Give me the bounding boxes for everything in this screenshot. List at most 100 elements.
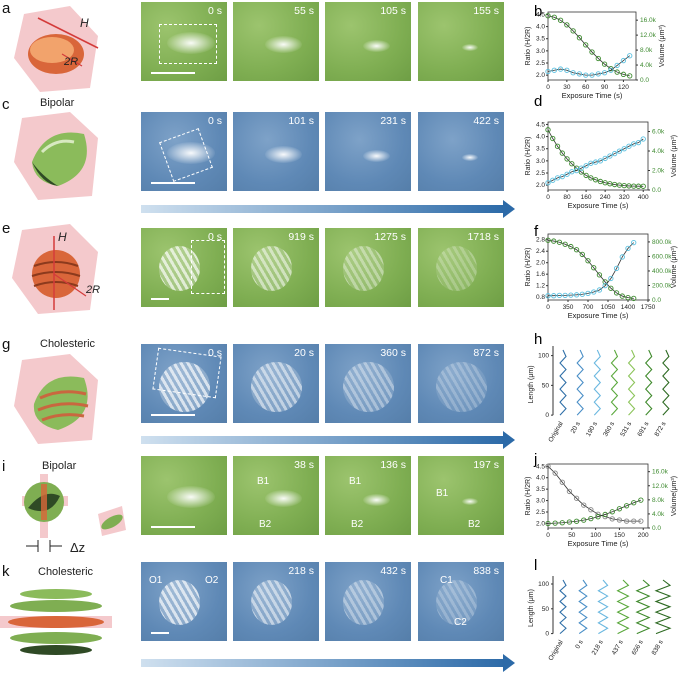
chart-j: j 0 50 100 150 200 2.0 2.5 3.0 3.5 4.0 4.5 0.0 4.0k 8.… [525,451,678,548]
data-point [573,167,580,174]
droplet [167,486,215,508]
y2-tick-label: 0.0 [652,525,661,532]
y-tick-label: 0 [545,631,549,638]
title-i: Bipolar [42,460,77,472]
data-point [566,519,573,525]
profile-label: 0 s [574,638,585,650]
timestamp: 872 s [473,347,499,359]
title-c: Bipolar [40,97,75,109]
data-point [557,66,564,72]
data-point [564,67,570,73]
data-point [552,520,558,526]
data-point [602,283,608,289]
data-point [551,67,557,73]
timestamp: 0 s [207,5,222,17]
y-tick-label: 2.5 [536,170,545,177]
data-point [591,289,597,295]
y2-tick-label: 6.0k [652,129,665,136]
y2-tick-label: 0.0 [652,297,661,304]
tile-c-1: 101 s [233,112,319,191]
tag-b1: B1 [257,476,270,487]
data-point [620,71,627,77]
y2-tick-label: 4.0k [640,62,653,69]
droplet [251,580,293,625]
x-tick-label: 0 [546,304,550,311]
data-point [551,293,557,299]
y2-tick-label: 4.0k [652,148,665,155]
x-tick-label: 80 [563,194,571,201]
y-tick-label: 100 [538,353,549,360]
droplet [363,150,390,163]
y-tick-label: 2.5 [536,60,545,67]
data-point [619,293,625,299]
panel-label-c: c [2,96,10,113]
droplet [363,494,390,507]
chart-d: d 0 80 160 240 320 400 2.0 2.5 3.0 3.5 4.0 4.5 0.0 2.0… [525,93,678,210]
data-point [579,291,585,297]
length-profile [578,579,588,635]
x-tick-label: 400 [638,194,649,201]
data-point [573,518,580,524]
length-profile [654,579,672,635]
y-tick-label: 1.2 [536,283,545,290]
data-point [564,22,570,28]
data-point [569,169,575,175]
length-profile [616,579,630,635]
data-point [578,165,584,171]
data-point [625,245,631,251]
data-point [616,517,623,523]
y2-tick-label: 2.0k [652,168,665,175]
length-profile [635,579,651,635]
droplet [265,146,303,164]
x-tick-label: 0 [546,194,550,201]
tile-i-3: 197 s [418,456,504,535]
time-arrow-g [141,436,505,444]
droplet [167,142,215,164]
y-tick-label: 0.8 [536,294,545,301]
y-axis-label: Ratio (H/2R) [525,248,532,287]
y-tick-label: 2.0 [536,182,545,189]
tile-a-1: 55 s [233,2,319,81]
timestamp: 422 s [473,115,499,127]
data-point [550,177,556,183]
data-point [562,292,568,299]
length-profile [597,579,609,635]
data-point [559,520,565,526]
x-tick-label: 320 [619,194,630,201]
tile-e-0: 0 s [141,228,227,307]
timestamp: 360 s [380,347,406,359]
y2-tick-label: 400.0k [652,268,672,275]
droplet [462,154,479,162]
data-point [583,72,589,78]
fit-line-1 [548,242,634,297]
data-point [573,292,580,298]
y-tick-label: 3.0 [536,158,545,165]
data-point [616,148,623,154]
y-tick-label: 0 [545,412,549,419]
tag-b1: B1 [436,488,449,499]
data-point [562,241,568,247]
data-point [564,156,570,162]
x-tick-label: 1400 [621,304,636,311]
data-point [623,518,630,524]
x-tick-label: 1750 [641,304,656,311]
timestamp: 231 s [380,115,406,127]
length-profile [559,579,567,635]
data-point [625,294,631,301]
data-point [602,155,608,162]
tile-g-3: 872 s [418,344,504,423]
y2-tick-label: 600.0k [652,253,672,260]
data-point [608,275,614,282]
data-point [609,509,615,515]
y2-axis-label: Volume (μm³) [659,25,666,67]
2R-label-e: 2R [86,284,101,296]
y-axis-label: Length (μm) [528,589,535,627]
timestamp: 218 s [288,565,314,577]
y-tick-label: 3.0 [536,498,545,505]
profile-label: 691 s [636,420,650,438]
droplet-schematic-a [14,6,99,92]
profile-label: 20 s [570,420,583,435]
y-tick-label: 4.5 [536,463,545,470]
time-arrowhead-g [503,431,515,449]
scale-bar [151,632,169,634]
